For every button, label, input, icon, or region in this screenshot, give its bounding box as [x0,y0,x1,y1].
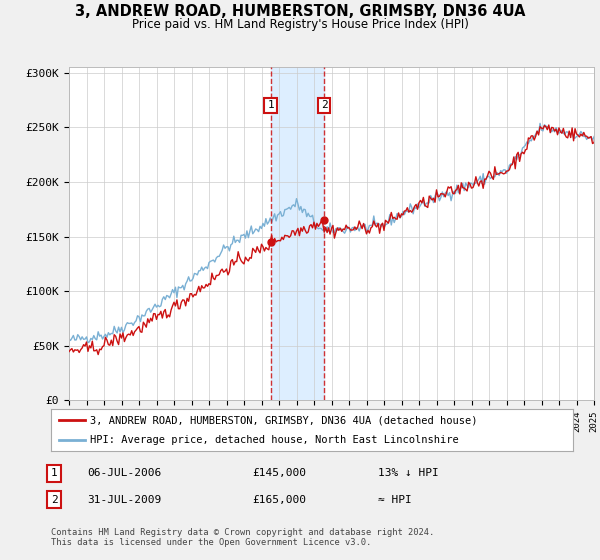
Text: Price paid vs. HM Land Registry's House Price Index (HPI): Price paid vs. HM Land Registry's House … [131,18,469,31]
Text: 2: 2 [321,100,328,110]
Text: 13% ↓ HPI: 13% ↓ HPI [378,468,439,478]
Text: ≈ HPI: ≈ HPI [378,494,412,505]
Text: 1: 1 [50,468,58,478]
Bar [271,67,324,400]
Text: 2: 2 [50,494,58,505]
Text: £165,000: £165,000 [252,494,306,505]
Text: Contains HM Land Registry data © Crown copyright and database right 2024.
This d: Contains HM Land Registry data © Crown c… [51,528,434,547]
Text: 3, ANDREW ROAD, HUMBERSTON, GRIMSBY, DN36 4UA: 3, ANDREW ROAD, HUMBERSTON, GRIMSBY, DN3… [75,4,525,20]
Text: £145,000: £145,000 [252,468,306,478]
Text: 3, ANDREW ROAD, HUMBERSTON, GRIMSBY, DN36 4UA (detached house): 3, ANDREW ROAD, HUMBERSTON, GRIMSBY, DN3… [90,415,478,425]
Text: 06-JUL-2006: 06-JUL-2006 [87,468,161,478]
Text: 31-JUL-2009: 31-JUL-2009 [87,494,161,505]
Text: HPI: Average price, detached house, North East Lincolnshire: HPI: Average price, detached house, Nort… [90,435,459,445]
Text: 1: 1 [267,100,274,110]
